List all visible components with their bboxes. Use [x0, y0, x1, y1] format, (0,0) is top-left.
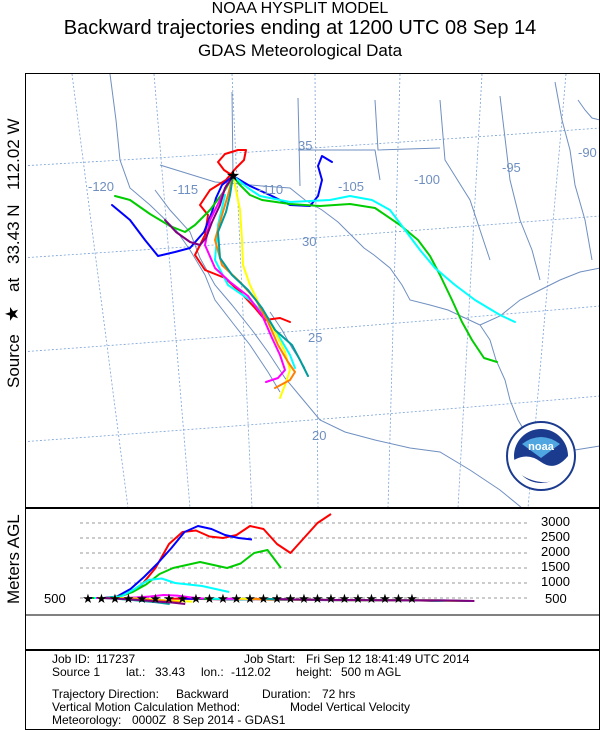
- meteorology-label: Meteorology:: [52, 713, 122, 727]
- lat-label: lat.:: [126, 665, 146, 679]
- source-lon: 112.02 W: [4, 118, 23, 190]
- direction-value: Backward: [176, 687, 229, 701]
- altitude-ylabel: Meters AGL: [4, 514, 23, 604]
- chart-subtitle: GDAS Meteorological Data: [197, 41, 403, 60]
- model-title: NOAA HYSPLIT MODEL: [211, 0, 389, 17]
- source-at: at: [4, 277, 23, 292]
- meteorology-value: 0000Z 8 Sep 2014 - GDAS1: [132, 713, 286, 727]
- lat-value: 33.43: [155, 665, 186, 679]
- height-label: height:: [296, 665, 333, 679]
- duration-label: Duration:: [262, 687, 311, 701]
- altitude-panel: [25, 508, 600, 650]
- job-id-label: Job ID:: [52, 652, 91, 666]
- vertical-method-label: Vertical Motion Calculation Method:: [52, 700, 241, 714]
- source-number: Source 1: [52, 665, 101, 679]
- chart-title: Backward trajectories ending at 1200 UTC…: [63, 17, 537, 39]
- direction-label: Trajectory Direction:: [52, 687, 159, 701]
- source-word: Source: [4, 334, 23, 388]
- height-value: 500 m AGL: [341, 665, 402, 679]
- job-id-value: 117237: [96, 652, 136, 666]
- job-start-label: Job Start:: [244, 652, 296, 666]
- lon-label: lon.:: [201, 665, 224, 679]
- lon-value: -112.02: [231, 665, 271, 679]
- vertical-method-value: Model Vertical Velocity: [290, 700, 411, 714]
- map-panel: [25, 73, 600, 508]
- source-lat: 33.43 N: [4, 204, 23, 264]
- job-start-value: Fri Sep 12 18:41:49 UTC 2014: [306, 652, 470, 666]
- source-star-icon: ★: [2, 305, 22, 322]
- duration-value: 72 hrs: [322, 687, 356, 701]
